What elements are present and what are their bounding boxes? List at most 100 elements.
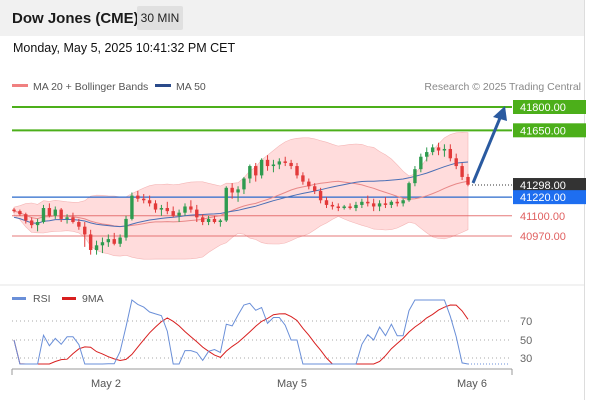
bollinger-band-area (13, 132, 469, 260)
rsi-ma-legend-swatch (62, 297, 76, 300)
candle (254, 162, 258, 182)
candle-body (171, 211, 175, 216)
candle-body (401, 200, 405, 204)
ma50-legend-swatch (155, 84, 171, 87)
candle-body (59, 209, 63, 219)
forecast-arrow (471, 106, 507, 184)
candle (413, 166, 417, 187)
candle (259, 158, 264, 179)
candle (354, 201, 358, 212)
candle (212, 215, 217, 224)
candle-body (118, 237, 122, 244)
level-label-41298.00: 41298.00 (520, 180, 566, 192)
candle (124, 215, 128, 241)
candle-body (248, 166, 252, 179)
candle (189, 200, 193, 213)
candle (318, 187, 323, 204)
candle-body (454, 158, 458, 167)
candle (436, 142, 441, 156)
level-label-bg-41220.00 (513, 190, 586, 205)
candle-body (212, 218, 217, 223)
candle (442, 144, 447, 157)
candle-body (295, 166, 299, 176)
candle-body (189, 206, 193, 210)
candle-body (407, 183, 411, 201)
candle-body (395, 201, 399, 204)
candle (65, 214, 69, 224)
rsi-tick-50: 50 (520, 335, 532, 347)
candle-body (271, 164, 276, 167)
candle-body (466, 176, 470, 185)
candle-body (47, 208, 52, 216)
candle (94, 240, 99, 255)
candle-body (153, 203, 158, 210)
candle-body (88, 234, 93, 250)
candle-body (12, 209, 16, 212)
candle (112, 232, 116, 246)
candle-body (224, 187, 228, 221)
x-tick-may-2: May 2 (91, 378, 121, 390)
candle-body (195, 209, 199, 218)
candle-body (83, 226, 87, 235)
level-label-bg-41800.00 (513, 100, 586, 114)
level-label-41800.00: 41800.00 (520, 102, 566, 114)
candle-body (53, 209, 57, 216)
candle-body (200, 217, 205, 223)
candle (366, 195, 370, 207)
candle (195, 204, 199, 223)
candle-body (259, 159, 264, 176)
candle-body (254, 166, 258, 176)
candle-body (124, 218, 128, 238)
candle (342, 204, 346, 210)
candle (301, 172, 305, 185)
level-label-41220.00: 41220.00 (520, 192, 566, 204)
candle (371, 198, 376, 212)
candle-body (24, 214, 28, 221)
candle-body (242, 178, 246, 190)
candle-body (307, 181, 311, 187)
candle-body (354, 204, 358, 209)
ma50-line (13, 161, 469, 228)
candle (283, 156, 287, 167)
candle (336, 203, 340, 212)
chart-header (0, 0, 584, 36)
candle (330, 201, 335, 210)
rsi-tick-70: 70 (520, 316, 532, 328)
candle (419, 153, 423, 173)
level-lines (12, 106, 512, 237)
candle (265, 155, 270, 171)
candle (289, 159, 293, 170)
candle-body (383, 203, 388, 205)
candle-body (106, 239, 111, 243)
candle (224, 186, 228, 223)
rsi-line (13, 299, 469, 365)
timeframe-button[interactable]: 30 MIN (137, 6, 183, 30)
candle (47, 203, 52, 218)
candle (466, 173, 470, 187)
candle-body (147, 200, 152, 204)
candle (142, 194, 146, 204)
candle-body (342, 206, 346, 209)
candle (242, 176, 246, 195)
candle-body (448, 148, 453, 159)
candle-body (436, 147, 441, 151)
candle-body (41, 208, 46, 223)
candle-body (94, 245, 99, 250)
candle (448, 144, 453, 162)
candle-body (313, 186, 317, 191)
candle-body (230, 187, 234, 193)
level-label-40970.00: 40970.00 (520, 231, 566, 243)
x-tick-may-5: May 5 (277, 378, 307, 390)
candle-body (377, 203, 382, 207)
candle (206, 215, 211, 226)
candle-body (413, 169, 417, 184)
candle (324, 197, 329, 209)
candle (71, 212, 75, 224)
candle (395, 198, 399, 207)
rsi-ma-legend-label: 9MA (82, 293, 104, 305)
candle (248, 164, 252, 184)
candle (377, 200, 382, 212)
candle-body (71, 217, 75, 223)
candle (177, 209, 181, 223)
